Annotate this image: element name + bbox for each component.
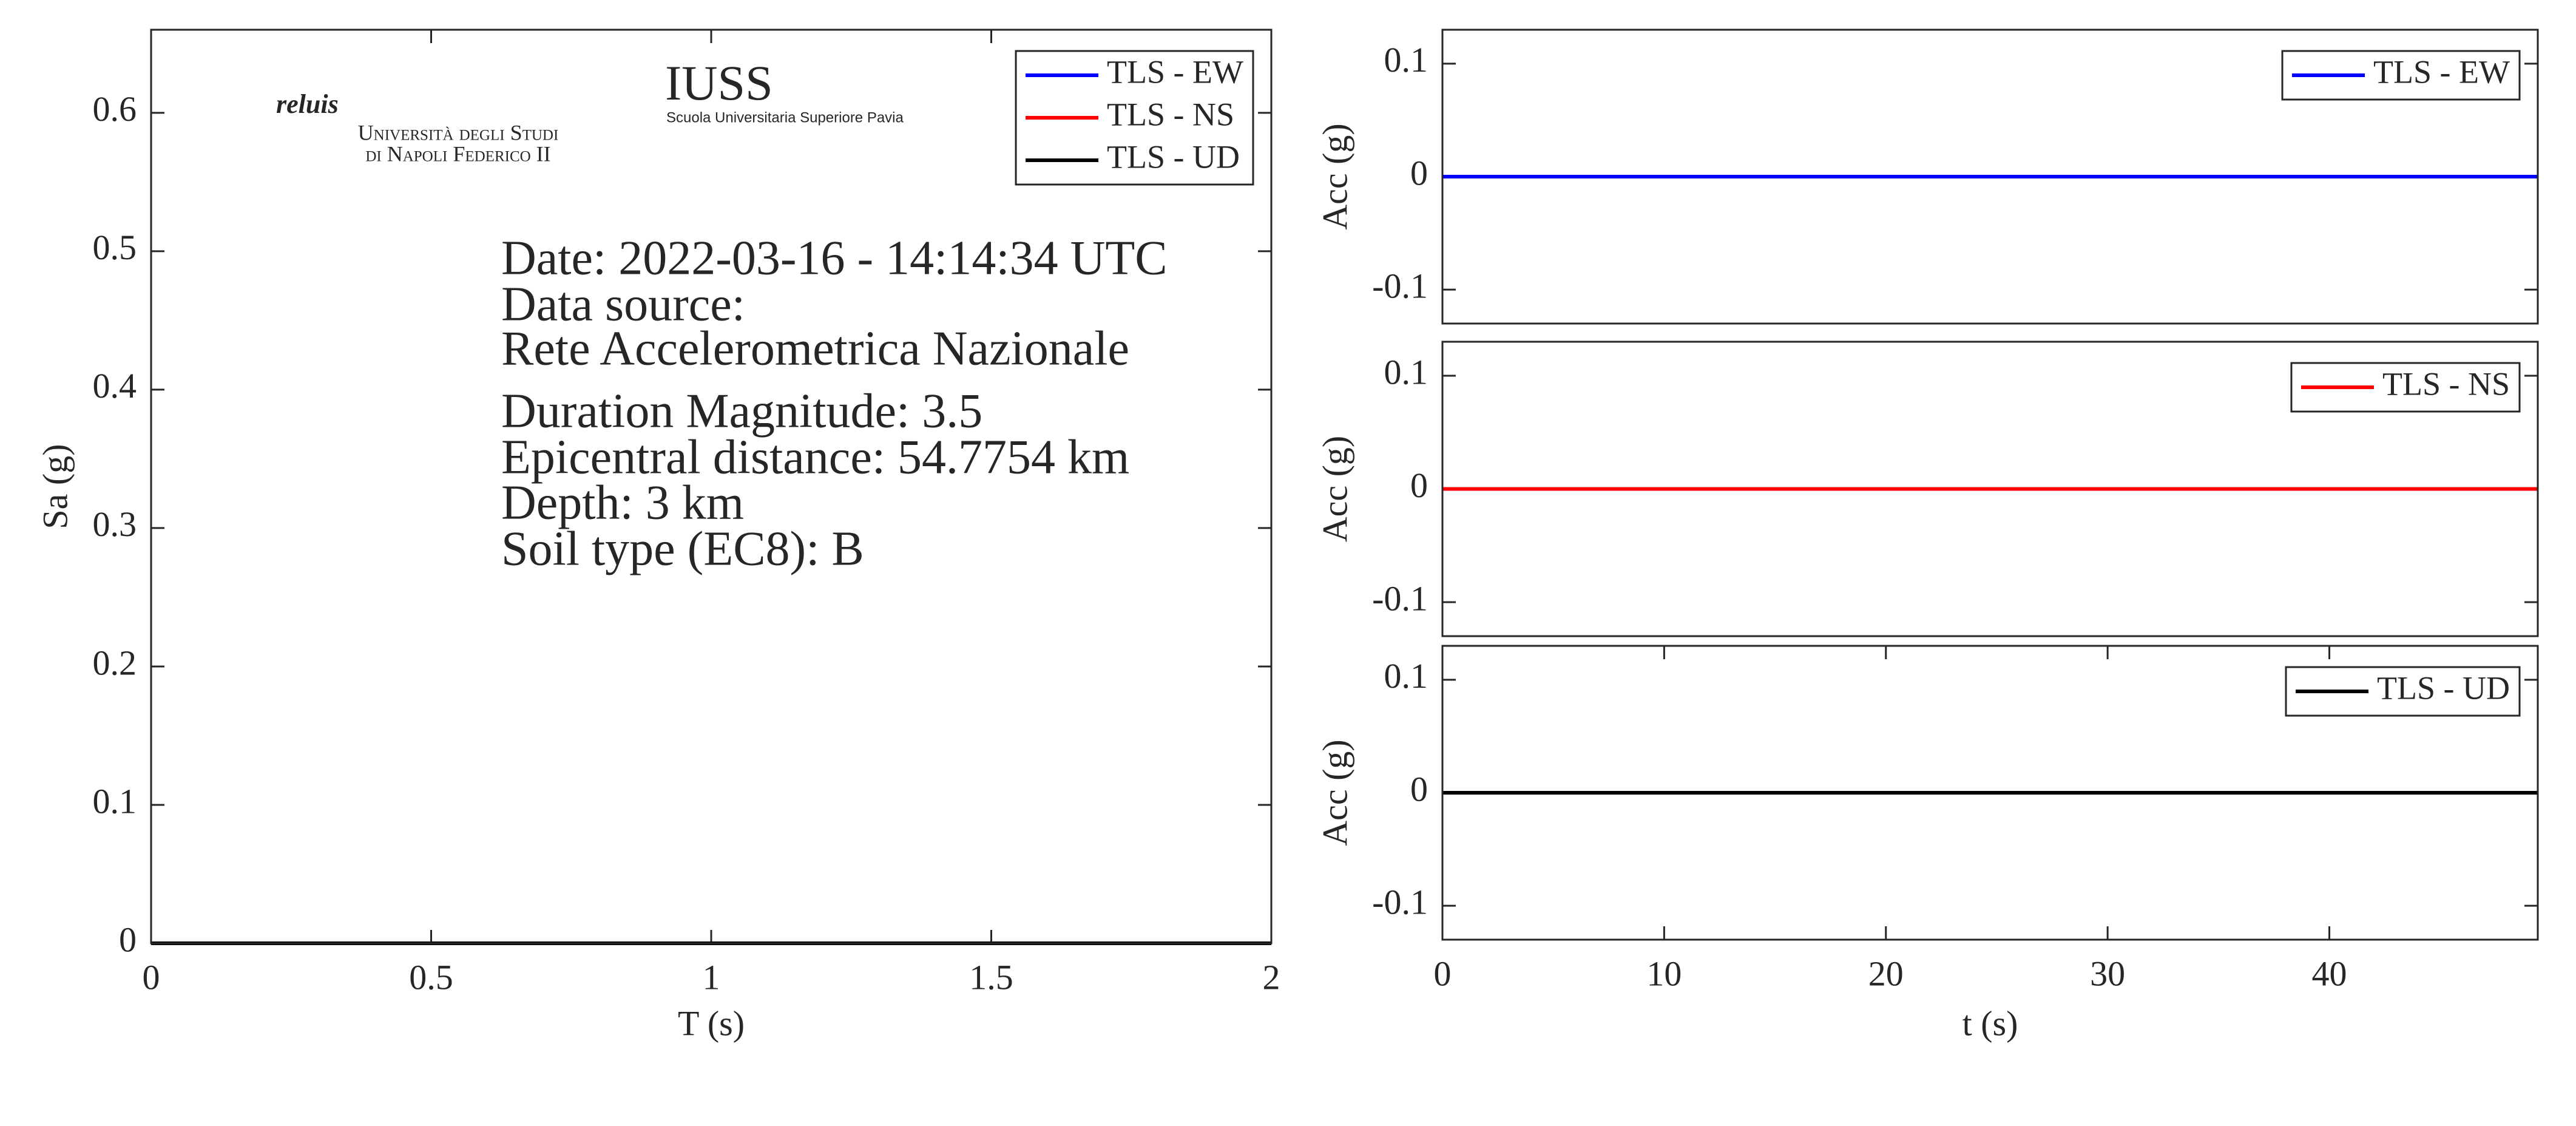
legend-label: TLS - EW [2373,53,2510,90]
y-axis-label: Acc (g) [1315,436,1354,543]
x-tick-label: 0.5 [409,957,453,997]
y-tick-label: -0.1 [1372,882,1428,921]
legend-label: TLS - NS [1107,96,1234,132]
x-tick-label: 0 [143,957,160,997]
y-tick-label: 0.4 [93,366,137,405]
x-tick-label: 10 [1646,954,1682,993]
y-tick-label: 0 [1410,153,1428,192]
annotation: Depth: 3 km [501,476,744,529]
y-tick-label: 0.1 [1384,352,1428,392]
logo-text: IUSS [665,55,773,110]
x-tick-label: 40 [2312,954,2347,993]
y-tick-label: 0 [1410,466,1428,505]
annotation: Duration Magnitude: 3.5 [501,384,982,438]
x-tick-label: 1 [703,957,720,997]
legend: TLS - NS [2290,362,2521,413]
x-tick-label: 0 [1434,954,1452,993]
legend-label: TLS - NS [2382,365,2510,402]
y-tick-label: 0 [119,920,137,959]
logo-text: reluis [276,89,339,119]
axes-box [150,29,1273,945]
legend: TLS - EW [2281,50,2521,101]
y-tick-label: 0.6 [93,89,137,129]
y-tick-label: 0.2 [93,643,137,682]
x-axis-label: t (s) [1962,1003,2018,1043]
x-axis-label: T (s) [678,1003,745,1043]
y-tick-label: 0.3 [93,504,137,544]
y-axis-label: Sa (g) [35,444,75,529]
logo-text: Università degli Studi [358,120,559,144]
x-tick-label: 20 [1868,954,1904,993]
annotation: Data source: [501,277,745,331]
axes-box [1441,645,2539,941]
annotation: Date: 2022-03-16 - 14:14:34 UTC [501,231,1168,285]
legend: TLS - EW TLS - NS TLS - UD [1015,50,1254,186]
y-tick-label: 0.5 [93,228,137,267]
axes-box [1441,29,2539,325]
y-tick-label: 0.1 [1384,40,1428,80]
x-tick-label: 1.5 [969,957,1013,997]
logo-text: Scuola Universitaria Superiore Pavia [666,109,904,126]
y-tick-label: -0.1 [1372,578,1428,618]
annotation: Rete Accelerometrica Nazionale [501,322,1129,375]
y-tick-label: 0 [1410,769,1428,809]
y-tick-label: 0.1 [93,781,137,821]
legend-label: TLS - UD [2377,670,2510,706]
x-tick-label: 30 [2090,954,2125,993]
y-axis-label: Acc (g) [1315,739,1354,846]
annotation: Epicentral distance: 54.7754 km [501,430,1129,484]
y-tick-label: 0.1 [1384,656,1428,696]
axes-box [1441,341,2539,637]
annotation: Soil type (EC8): B [501,522,864,575]
logo-text: di Napoli Federico II [365,141,550,166]
legend: TLS - UD [2285,666,2521,717]
legend-label: TLS - UD [1107,138,1240,175]
y-axis-label: Acc (g) [1315,123,1354,230]
y-tick-label: -0.1 [1372,266,1428,305]
x-tick-label: 2 [1263,957,1280,997]
legend-label: TLS - EW [1107,53,1243,90]
